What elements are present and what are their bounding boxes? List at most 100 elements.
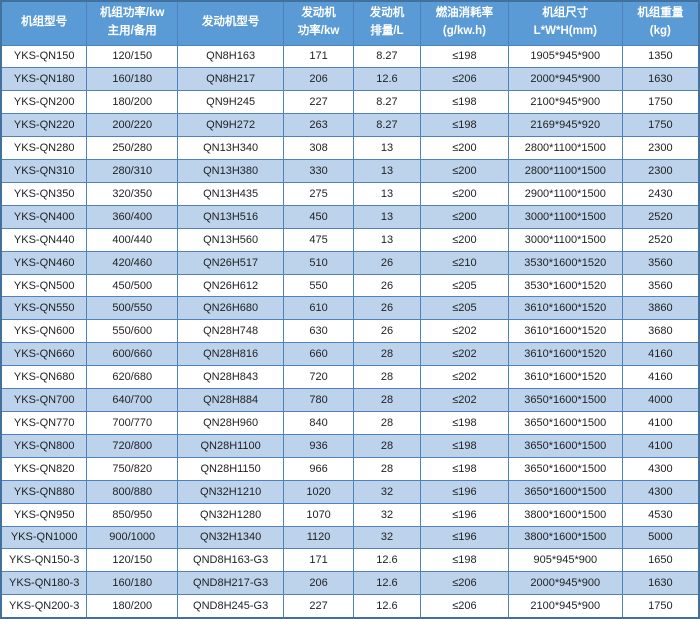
- table-cell: 3530*1600*1520: [507, 273, 623, 298]
- table-cell: 630: [283, 319, 354, 344]
- table-cell: YKS-QN220: [0, 113, 88, 138]
- table-cell: ≤202: [419, 342, 509, 367]
- header-label: 机组重量: [637, 7, 684, 20]
- table-row: YKS-QN550 500/550 QN26H680 610 26 ≤205 3610*16…: [0, 296, 700, 321]
- table-cell: 5000: [621, 525, 700, 550]
- header-sublabel: 排量/L: [370, 25, 404, 38]
- header-label: 机组尺寸: [542, 7, 589, 20]
- table-cell: 4160: [621, 365, 700, 390]
- table-cell: QN28H884: [177, 388, 285, 412]
- table-row: YKS-QN680 620/680 QN28H843 720 28 ≤202 3610*16…: [0, 365, 700, 390]
- table-cell: 1750: [621, 113, 700, 138]
- table-cell: 4300: [621, 479, 700, 504]
- table-cell: 32: [352, 525, 421, 550]
- table-cell: YKS-QN280: [0, 136, 88, 161]
- table-row: YKS-QN460 420/460 QN26H517 510 26 ≤210 3530*16…: [0, 250, 700, 275]
- table-cell: 400/440: [86, 227, 179, 252]
- table-row: YKS-QN350 320/350 QN13H435 275 13 ≤200 2900*11…: [0, 181, 700, 206]
- table-cell: 13: [352, 159, 421, 183]
- table-cell: YKS-QN200-3: [0, 594, 88, 619]
- table-cell: ≤200: [419, 181, 509, 206]
- table-cell: QN8H217: [177, 67, 285, 92]
- table-cell: YKS-QN1000: [0, 525, 88, 550]
- table-cell: 1750: [621, 594, 700, 619]
- table-cell: 966: [283, 456, 354, 481]
- table-cell: 28: [352, 342, 421, 367]
- table-cell: 13: [352, 136, 421, 161]
- table-cell: 3560: [621, 250, 700, 275]
- table-cell: 8.27: [352, 44, 421, 69]
- table-cell: 250/280: [86, 136, 179, 161]
- table-cell: 3650*1600*1500: [507, 388, 623, 412]
- table-cell: 850/950: [86, 502, 179, 527]
- table-cell: 171: [283, 548, 354, 573]
- table-cell: YKS-QN550: [0, 296, 88, 321]
- table-cell: 750/820: [86, 456, 179, 481]
- table-cell: 2300: [621, 136, 700, 161]
- table-cell: 620/680: [86, 365, 179, 390]
- table-row: YKS-QN200-3 180/200 QND8H245-G3 227 12.6 ≤206…: [0, 594, 700, 619]
- table-cell: 12.6: [352, 548, 421, 573]
- header-label: 燃油消耗率: [435, 7, 494, 20]
- table-row: YKS-QN1000 900/1000 QN32H1340 1120 32 ≤196 380…: [0, 525, 700, 550]
- table-cell: ≤198: [419, 411, 509, 435]
- table-body: YKS-QN150 120/150 QN8H163 171 8.27 ≤198 1905*9…: [0, 44, 700, 619]
- table-cell: 600/660: [86, 342, 179, 367]
- table-cell: 180/200: [86, 594, 179, 619]
- table-cell: YKS-QN150: [0, 44, 88, 69]
- table-cell: QN9H272: [177, 113, 285, 138]
- column-header-engine-displacement: 发动机 排量/L: [352, 0, 421, 46]
- table-row: YKS-QN700 640/700 QN28H884 780 28 ≤202 3650*16…: [0, 388, 700, 412]
- table-cell: 2000*945*900: [507, 67, 623, 92]
- table-cell: ≤196: [419, 479, 509, 504]
- table-cell: YKS-QN880: [0, 479, 88, 504]
- table-cell: QN32H1280: [177, 502, 285, 527]
- table-cell: 3610*1600*1520: [507, 296, 623, 321]
- table-cell: 720/800: [86, 433, 179, 458]
- table-cell: 610: [283, 296, 354, 321]
- table-cell: QN26H612: [177, 273, 285, 298]
- table-cell: 936: [283, 433, 354, 458]
- table-cell: QN13H516: [177, 204, 285, 229]
- table-cell: 450/500: [86, 273, 179, 298]
- table-cell: ≤206: [419, 67, 509, 92]
- table-cell: QN32H1210: [177, 479, 285, 504]
- table-row: YKS-QN820 750/820 QN28H1150 966 28 ≤198 3650*1…: [0, 456, 700, 481]
- table-cell: 227: [283, 90, 354, 115]
- table-cell: 12.6: [352, 67, 421, 92]
- table-cell: 3800*1600*1500: [507, 502, 623, 527]
- table-cell: 32: [352, 479, 421, 504]
- header-sublabel: 主用/备用: [107, 25, 157, 38]
- table-cell: 3610*1600*1520: [507, 319, 623, 344]
- table-cell: ≤200: [419, 136, 509, 161]
- header-sublabel: 功率/kw: [297, 25, 340, 38]
- table-cell: 160/180: [86, 571, 179, 596]
- table-cell: QN26H680: [177, 296, 285, 321]
- table-cell: 227: [283, 594, 354, 619]
- table-cell: QN28H843: [177, 365, 285, 390]
- table-cell: QN8H163: [177, 44, 285, 69]
- column-header-fuel-consumption: 燃油消耗率 (g/kw.h): [419, 0, 509, 46]
- table-cell: YKS-QN350: [0, 181, 88, 206]
- table-cell: 2520: [621, 227, 700, 252]
- table-cell: ≤196: [419, 502, 509, 527]
- table-cell: 3610*1600*1520: [507, 342, 623, 367]
- table-cell: YKS-QN770: [0, 411, 88, 435]
- table-cell: QN13H435: [177, 181, 285, 206]
- table-cell: 1630: [621, 67, 700, 92]
- table-cell: 206: [283, 571, 354, 596]
- table-cell: 840: [283, 411, 354, 435]
- table-cell: 550: [283, 273, 354, 298]
- table-cell: 330: [283, 159, 354, 183]
- table-cell: YKS-QN950: [0, 502, 88, 527]
- table-cell: 905*945*900: [507, 548, 623, 573]
- table-cell: 1020: [283, 479, 354, 504]
- table-row: YKS-QN880 800/880 QN32H1210 1020 32 ≤196 3650*…: [0, 479, 700, 504]
- table-cell: YKS-QN150-3: [0, 548, 88, 573]
- table-cell: QN13H340: [177, 136, 285, 161]
- table-cell: 180/200: [86, 90, 179, 115]
- table-row: YKS-QN220 200/220 QN9H272 263 8.27 ≤198 2169*9…: [0, 113, 700, 138]
- table-cell: QN28H1100: [177, 433, 285, 458]
- table-cell: 206: [283, 67, 354, 92]
